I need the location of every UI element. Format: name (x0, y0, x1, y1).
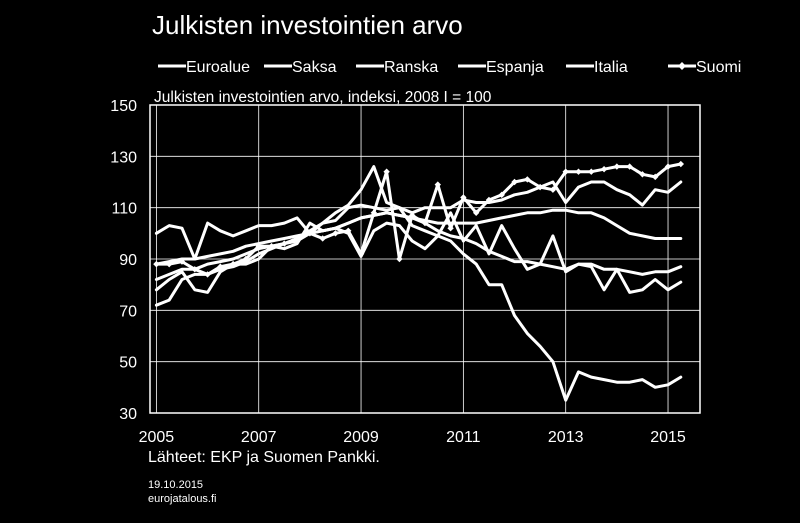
y-tick-label: 110 (111, 201, 137, 218)
data-point (217, 263, 224, 270)
legend-label: Saksa (292, 59, 337, 76)
y-tick-label: 150 (110, 98, 137, 115)
data-point (460, 194, 467, 201)
data-point (370, 209, 378, 216)
x-tick-label: 2015 (650, 429, 686, 446)
y-tick-label: 70 (119, 303, 137, 320)
data-point (562, 168, 569, 175)
y-tick-label: 130 (110, 149, 137, 166)
data-point (626, 163, 633, 170)
data-point (421, 219, 429, 227)
data-point (319, 235, 326, 242)
series-line-saksa (154, 180, 683, 261)
x-tick-label: 2013 (548, 429, 584, 446)
y-tick-label: 30 (119, 406, 137, 423)
data-point (434, 181, 441, 188)
data-point (204, 271, 211, 278)
y-tick-label: 90 (119, 252, 137, 269)
x-tick-label: 2009 (343, 429, 379, 446)
x-tick-label: 2005 (139, 429, 175, 446)
data-point (472, 209, 480, 216)
data-point (153, 260, 160, 268)
x-tick-label: 2011 (446, 429, 481, 446)
data-point (383, 168, 390, 175)
data-point (498, 191, 505, 199)
legend-label: Ranska (384, 59, 438, 76)
data-point (639, 171, 646, 178)
x-axis-ticks: 2005 2007 2009 2011 2013 2015 (139, 429, 686, 446)
data-point (409, 212, 416, 219)
data-point (345, 227, 352, 234)
legend-label: Espanja (486, 59, 544, 76)
legend-label: Suomi (696, 59, 741, 76)
x-tick-label: 2007 (241, 429, 277, 446)
data-point (652, 173, 659, 181)
data-point (524, 176, 531, 183)
data-point (268, 242, 275, 250)
data-point (281, 240, 288, 247)
grid (149, 104, 701, 414)
data-point (664, 163, 672, 170)
data-point (357, 250, 365, 258)
series-lines (153, 160, 685, 402)
series-line-espanja (154, 165, 683, 402)
data-point (293, 237, 301, 245)
legend-label: Italia (594, 59, 628, 76)
data-point (536, 183, 544, 191)
data-point (255, 242, 262, 250)
data-point (549, 186, 557, 193)
legend: Euroalue Saksa Ranska Espanja Italia Suomi (158, 59, 741, 76)
data-point (600, 165, 608, 173)
chart-title: Julkisten investointien arvo (152, 10, 463, 40)
data-point (332, 230, 339, 237)
data-point (165, 260, 173, 268)
data-point (588, 168, 595, 175)
data-point (191, 266, 198, 273)
data-point (178, 258, 186, 265)
series-line-italia (154, 211, 683, 294)
data-point (613, 163, 621, 170)
legend-label: Euroalue (186, 59, 250, 76)
data-point (511, 178, 518, 186)
data-point (677, 160, 685, 168)
data-point (575, 168, 582, 175)
data-point (447, 225, 454, 232)
data-point (306, 230, 314, 237)
publish-date: 19.10.2015 (148, 479, 204, 491)
y-tick-label: 50 (119, 355, 137, 372)
data-point (396, 255, 403, 263)
data-point (242, 255, 250, 263)
source-note: Lähteet: EKP ja Suomen Pankki. (148, 449, 380, 466)
data-point (229, 260, 237, 268)
y-axis-ticks: 30 50 70 90 110 130 150 (110, 98, 137, 423)
site-name: eurojatalous.fi (148, 493, 217, 505)
data-point (485, 196, 493, 204)
legend-marker (678, 62, 686, 70)
chart-subtitle: Julkisten investointien arvo, indeksi, 2… (154, 89, 492, 106)
